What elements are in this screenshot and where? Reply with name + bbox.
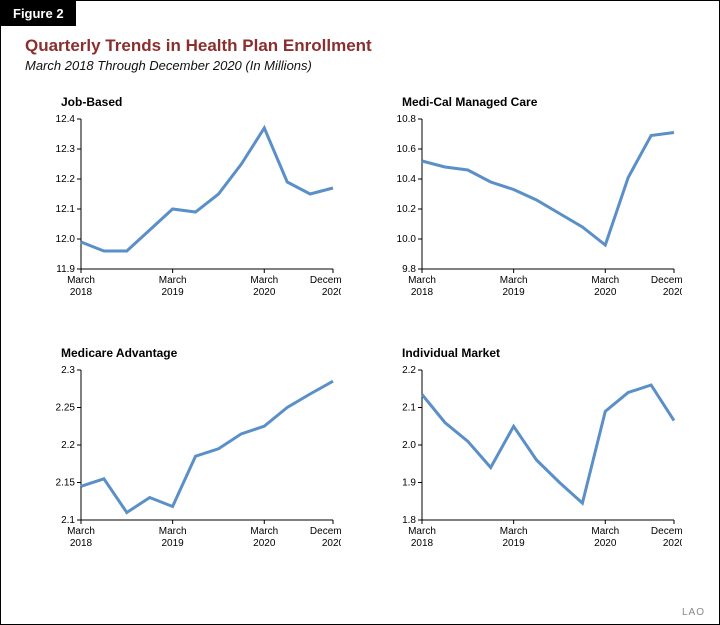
x-tick-label: 2020 bbox=[322, 538, 341, 549]
series-line bbox=[422, 385, 674, 503]
y-tick-label: 2.15 bbox=[56, 478, 76, 489]
footer-logo: LAO bbox=[682, 607, 705, 618]
chart-grid: Job-Based11.912.012.112.212.312.4March20… bbox=[1, 77, 719, 579]
x-tick-label: 2018 bbox=[411, 287, 434, 298]
panel-plot: 9.810.010.210.410.610.8March2018March201… bbox=[382, 111, 682, 311]
x-tick-label: March bbox=[408, 526, 436, 537]
x-tick-label: 2018 bbox=[70, 538, 93, 549]
y-tick-label: 2.1 bbox=[402, 403, 416, 414]
x-tick-label: 2019 bbox=[503, 538, 526, 549]
x-tick-label: December bbox=[310, 275, 341, 286]
y-tick-label: 1.9 bbox=[402, 478, 416, 489]
y-tick-label: 10.4 bbox=[397, 174, 417, 185]
y-tick-label: 2.2 bbox=[402, 365, 416, 376]
y-tick-label: 12.4 bbox=[56, 114, 76, 125]
panel: Job-Based11.912.012.112.212.312.4March20… bbox=[41, 95, 346, 316]
y-tick-label: 12.1 bbox=[56, 204, 76, 215]
y-tick-label: 10.2 bbox=[397, 204, 417, 215]
x-tick-label: 2020 bbox=[663, 538, 682, 549]
panel: Medi-Cal Managed Care 9.8 10.0 10.2 10.4 10.6… bbox=[382, 95, 687, 316]
x-tick-label: March bbox=[500, 526, 528, 537]
x-tick-label: March bbox=[408, 275, 436, 286]
y-tick-label: 10.0 bbox=[397, 234, 417, 245]
x-tick-label: December bbox=[310, 526, 341, 537]
x-tick-label: March bbox=[500, 275, 528, 286]
x-tick-label: 2019 bbox=[503, 287, 526, 298]
y-tick-label: 2.3 bbox=[61, 365, 75, 376]
x-tick-label: 2019 bbox=[162, 538, 185, 549]
y-tick-label: 2.0 bbox=[402, 440, 416, 451]
x-tick-label: March bbox=[591, 526, 619, 537]
y-tick-label: 2.25 bbox=[56, 403, 76, 414]
figure-label: Figure 2 bbox=[1, 1, 76, 26]
x-tick-label: 2018 bbox=[411, 538, 434, 549]
x-tick-label: March bbox=[250, 526, 278, 537]
x-tick-label: March bbox=[67, 275, 95, 286]
x-tick-label: 2020 bbox=[322, 287, 341, 298]
y-tick-label: 11.9 bbox=[56, 264, 75, 275]
y-tick-label: 9.8 bbox=[402, 264, 416, 275]
panel: Individual Market1.81.92.02.12.2March201… bbox=[382, 346, 687, 567]
x-tick-label: March bbox=[159, 526, 187, 537]
y-tick-label: 2.2 bbox=[61, 440, 75, 451]
y-tick-label: 10.8 bbox=[397, 114, 417, 125]
x-tick-label: December bbox=[651, 275, 682, 286]
x-tick-label: March bbox=[591, 275, 619, 286]
x-tick-label: March bbox=[250, 275, 278, 286]
panel-title: Medi-Cal Managed Care bbox=[402, 95, 687, 109]
chart-header: Quarterly Trends in Health Plan Enrollme… bbox=[1, 26, 719, 77]
x-tick-label: 2018 bbox=[70, 287, 93, 298]
x-tick-label: March bbox=[67, 526, 95, 537]
panel-plot: 2.12.152.22.252.3March2018March2019March… bbox=[41, 362, 341, 562]
y-tick-label: 1.8 bbox=[402, 515, 416, 526]
series-line bbox=[422, 133, 674, 246]
panel: Medicare Advantage 2.1 2.15 2.2 2.25 2.3 March… bbox=[41, 346, 346, 567]
x-tick-label: 2020 bbox=[594, 287, 617, 298]
series-line bbox=[81, 128, 333, 251]
x-tick-label: 2020 bbox=[253, 287, 276, 298]
chart-subtitle: March 2018 Through December 2020 (In Mil… bbox=[25, 58, 695, 73]
y-tick-label: 12.3 bbox=[56, 144, 76, 155]
y-tick-label: 12.2 bbox=[56, 174, 76, 185]
y-tick-label: 10.6 bbox=[397, 144, 417, 155]
x-tick-label: 2020 bbox=[594, 538, 617, 549]
x-tick-label: 2020 bbox=[253, 538, 276, 549]
chart-title: Quarterly Trends in Health Plan Enrollme… bbox=[25, 36, 695, 56]
panel-plot: 11.912.012.112.212.312.4March2018March20… bbox=[41, 111, 341, 311]
x-tick-label: 2019 bbox=[162, 287, 185, 298]
y-tick-label: 12.0 bbox=[56, 234, 76, 245]
panel-title: Medicare Advantage bbox=[61, 346, 346, 360]
panel-title: Job-Based bbox=[61, 95, 346, 109]
series-line bbox=[81, 381, 333, 512]
y-tick-label: 2.1 bbox=[61, 515, 75, 526]
x-tick-label: December bbox=[651, 526, 682, 537]
x-tick-label: March bbox=[159, 275, 187, 286]
x-tick-label: 2020 bbox=[663, 287, 682, 298]
panel-title: Individual Market bbox=[402, 346, 687, 360]
panel-plot: 1.81.92.02.12.2March2018March2019March20… bbox=[382, 362, 682, 562]
